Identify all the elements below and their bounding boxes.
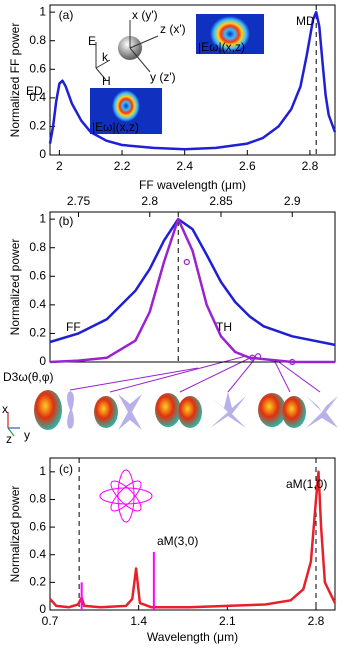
line xyxy=(49,470,337,609)
y-tick-label: 0.2 xyxy=(29,119,46,133)
x-tick-label: 1.4 xyxy=(130,614,147,628)
x-tick-label: 2.4 xyxy=(176,159,193,173)
radiation-patterns xyxy=(34,390,338,430)
x-tick-label: 2.8 xyxy=(141,194,158,208)
annotation: x (y') xyxy=(132,8,158,22)
annotation: z xyxy=(6,432,12,446)
annotation: z (x') xyxy=(160,22,186,36)
y-axis-label: Normalized power xyxy=(8,486,22,583)
y-tick-label: 0.8 xyxy=(29,33,46,47)
coord-triad xyxy=(7,412,20,437)
annotation: y xyxy=(24,428,30,442)
annotation: x xyxy=(2,402,8,416)
panel-label: (c) xyxy=(59,462,73,476)
x-tick-label: 2.9 xyxy=(284,194,301,208)
x-tick-label: 2.6 xyxy=(239,159,256,173)
x-tick-label: 2 xyxy=(56,159,63,173)
x-tick-label: 2.8 xyxy=(308,614,325,628)
annotation: H xyxy=(102,74,111,88)
line xyxy=(49,217,336,347)
annotation: MD xyxy=(296,14,315,28)
annotation: y (z') xyxy=(150,70,176,84)
plot-frame xyxy=(49,4,336,156)
plot-frame xyxy=(49,457,336,611)
marker xyxy=(254,353,262,360)
marker xyxy=(249,354,256,361)
annotation: E xyxy=(88,34,96,48)
polar-pattern xyxy=(99,469,153,523)
y-axis-label: Normalized FF power xyxy=(8,23,22,138)
annotation: |Eω|(x,z) xyxy=(198,40,245,54)
annotation: aM(1,0) xyxy=(286,477,327,491)
y-tick-label: 0 xyxy=(39,147,46,161)
panel-label: (b) xyxy=(59,214,74,228)
y-tick-label: 0.6 xyxy=(29,268,46,282)
axes-sketch xyxy=(95,20,159,81)
x-axis-label: FF wavelength (μm) xyxy=(139,178,246,192)
x-tick-label: 0.7 xyxy=(42,614,59,628)
annotation: aM(3,0) xyxy=(157,534,198,548)
x-tick-label: 2.1 xyxy=(219,614,236,628)
y-tick-label: 0.8 xyxy=(29,492,46,506)
y-tick-label: 0.6 xyxy=(29,61,46,75)
line xyxy=(49,217,335,364)
y-axis-label: Normalized power xyxy=(8,239,22,336)
annotation: ED xyxy=(26,84,43,98)
y-tick-label: 0.4 xyxy=(29,90,46,104)
x-tick-label: 2.75 xyxy=(67,194,91,208)
y-tick-label: 0.2 xyxy=(29,326,46,340)
annotation: D3ω(θ,φ) xyxy=(3,370,54,384)
marker xyxy=(289,358,296,366)
y-tick-label: 0.6 xyxy=(29,519,46,533)
series-label: FF xyxy=(66,320,81,334)
annotation: |Eω|(x,z) xyxy=(92,120,139,134)
y-tick-label: 0.2 xyxy=(29,575,46,589)
x-axis-label: Wavelength (μm) xyxy=(147,630,238,644)
line xyxy=(48,10,337,151)
y-tick-label: 0.4 xyxy=(29,547,46,561)
y-tick-label: 0 xyxy=(39,354,46,368)
inset-ed-field xyxy=(112,90,140,122)
series-label: TH xyxy=(216,320,232,334)
y-tick-label: 1 xyxy=(39,211,46,225)
y-tick-label: 0.4 xyxy=(29,297,46,311)
y-tick-label: 0 xyxy=(39,602,46,616)
x-tick-label: 2.2 xyxy=(114,159,131,173)
plot-frame xyxy=(49,211,336,363)
x-tick-label: 2.85 xyxy=(209,194,233,208)
annotation: k xyxy=(102,50,109,64)
inset-md-field xyxy=(210,16,250,52)
marker xyxy=(183,258,190,266)
y-tick-label: 0.8 xyxy=(29,240,46,254)
x-tick-label: 2.8 xyxy=(302,159,319,173)
y-tick-label: 1 xyxy=(39,4,46,18)
y-tick-label: 1 xyxy=(39,464,46,478)
panel-label: (a) xyxy=(59,8,74,22)
